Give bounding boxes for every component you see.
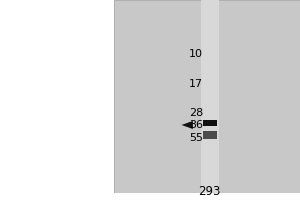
Bar [203,120,217,126]
Text: 28: 28 [189,108,203,118]
Bar [201,0,219,193]
Text: 55: 55 [189,133,203,143]
Bar [114,0,300,193]
Text: 17: 17 [189,79,203,89]
Text: 36: 36 [189,120,203,130]
Polygon shape [182,121,193,129]
Text: 293: 293 [199,185,221,198]
Text: 10: 10 [189,49,203,59]
Bar [203,131,217,139]
